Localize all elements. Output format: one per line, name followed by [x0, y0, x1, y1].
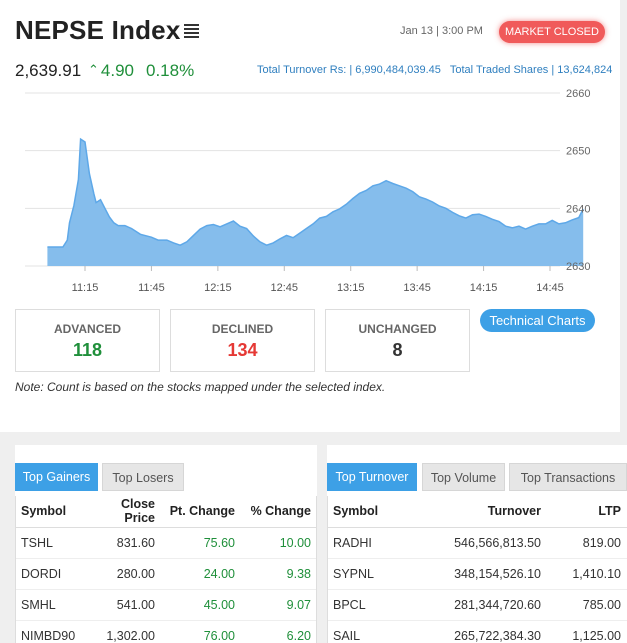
advanced-count: 118	[72, 340, 103, 360]
declined-stat: DECLINED 134	[170, 309, 315, 372]
index-percent-change: 0.18%	[146, 61, 195, 80]
column-header-symbol[interactable]: Symbol	[327, 496, 417, 528]
symbol-cell[interactable]: RADHI	[327, 527, 417, 559]
technical-charts-button[interactable]: Technical Charts	[480, 309, 595, 332]
chart-x-tick-labels: 11:15 11:45 12:15 12:45 13:15 13:45 14:15 14:45	[72, 266, 564, 294]
column-header-symbol[interactable]: Symbol	[15, 496, 83, 528]
ltp-cell: 819.00	[547, 527, 627, 559]
turnover-table: Symbol Turnover LTP RADHI 546,566,813.50…	[327, 496, 627, 643]
y-tick-label: 2630	[566, 261, 590, 273]
table-row[interactable]: NIMBD90 1,302.00 76.00 6.20	[15, 620, 317, 643]
advanced-label: ADVANCED	[53, 322, 122, 336]
y-tick-label: 2650	[566, 146, 590, 158]
hamburger-list-icon[interactable]	[184, 24, 199, 38]
total-turnover: Total Turnover Rs: | 6,990,484,039.45	[257, 64, 441, 76]
column-header-close-price[interactable]: Close Price	[83, 496, 161, 528]
declined-count: 134	[227, 340, 258, 360]
table-border-left	[327, 496, 328, 643]
tab-top-transactions[interactable]: Top Transactions	[509, 463, 627, 491]
turnover-cell: 281,344,720.60	[417, 589, 547, 621]
chart-y-tick-labels: 2660 2650 2640 2630	[566, 88, 590, 273]
x-tick-label: 13:15	[337, 282, 365, 294]
index-summary-card: NEPSE Index Jan 13 | 3:00 PM MARKET CLOS…	[0, 0, 620, 432]
ltp-cell: 1,410.10	[547, 558, 627, 590]
total-traded-shares: Total Traded Shares | 13,624,824	[449, 64, 613, 76]
symbol-cell[interactable]: SAIL	[327, 620, 417, 643]
index-intraday-chart[interactable]: 2660 2650 2640 2630 11:15 11:45 12:15 12:45 13:…	[0, 80, 620, 300]
table-header-row: Symbol Close Price Pt. Change % Change	[15, 496, 317, 528]
pct-change-cell: 9.07	[241, 589, 317, 621]
symbol-cell[interactable]: SYPNL	[327, 558, 417, 590]
turnover-cell: 265,722,384.30	[417, 620, 547, 643]
table-row[interactable]: TSHL 831.60 75.60 10.00	[15, 527, 317, 559]
pct-change-cell: 6.20	[241, 620, 317, 643]
x-tick-label: 12:15	[204, 282, 232, 294]
table-row[interactable]: SMHL 541.00 45.00 9.07	[15, 589, 317, 621]
table-header-row: Symbol Turnover LTP	[327, 496, 627, 528]
tab-top-turnover[interactable]: Top Turnover	[327, 463, 417, 491]
caret-up-icon: ⌃	[88, 62, 99, 77]
y-tick-label: 2640	[566, 203, 590, 215]
x-tick-label: 14:15	[470, 282, 498, 294]
symbol-cell[interactable]: TSHL	[15, 527, 83, 559]
table-row[interactable]: RADHI 546,566,813.50 819.00	[327, 527, 627, 559]
symbol-cell[interactable]: SMHL	[15, 589, 83, 621]
index-value: 2,639.91	[15, 61, 82, 80]
symbol-cell[interactable]: DORDI	[15, 558, 83, 590]
count-note: Note: Count is based on the stocks mappe…	[15, 380, 386, 394]
column-header-ltp[interactable]: LTP	[547, 496, 627, 528]
symbol-cell[interactable]: NIMBD90	[15, 620, 83, 643]
ltp-cell: 1,125.00	[547, 620, 627, 643]
pct-change-cell: 9.38	[241, 558, 317, 590]
pt-change-cell: 76.00	[161, 620, 241, 643]
turnover-cell: 348,154,526.10	[417, 558, 547, 590]
gainers-table: Symbol Close Price Pt. Change % Change T…	[15, 496, 317, 643]
unchanged-count: 8	[392, 340, 403, 360]
turnover-cell: 546,566,813.50	[417, 527, 547, 559]
table-row[interactable]: SYPNL 348,154,526.10 1,410.10	[327, 558, 627, 590]
close-price-cell: 831.60	[83, 527, 161, 559]
x-tick-label: 13:45	[403, 282, 431, 294]
close-price-cell: 280.00	[83, 558, 161, 590]
unchanged-stat: UNCHANGED 8	[325, 309, 470, 372]
table-row[interactable]: BPCL 281,344,720.60 785.00	[327, 589, 627, 621]
index-area-series	[47, 139, 584, 266]
table-row[interactable]: DORDI 280.00 24.00 9.38	[15, 558, 317, 590]
ltp-cell: 785.00	[547, 589, 627, 621]
tab-top-volume[interactable]: Top Volume	[422, 463, 505, 491]
gainers-losers-panel: Top Gainers Top Losers Symbol Close Pric…	[15, 445, 317, 643]
pt-change-cell: 45.00	[161, 589, 241, 621]
x-tick-label: 11:15	[72, 282, 99, 294]
x-tick-label: 12:45	[271, 282, 299, 294]
tab-top-losers[interactable]: Top Losers	[102, 463, 184, 491]
x-tick-label: 11:45	[138, 282, 165, 294]
unchanged-label: UNCHANGED	[358, 322, 437, 336]
pt-change-cell: 75.60	[161, 527, 241, 559]
advanced-stat: ADVANCED 118	[15, 309, 160, 372]
table-border-left	[15, 496, 16, 643]
index-line-series	[47, 137, 584, 248]
table-row[interactable]: SAIL 265,722,384.30 1,125.00	[327, 620, 627, 643]
column-header-pct-change[interactable]: % Change	[241, 496, 317, 528]
table-border-right	[316, 496, 317, 643]
turnover-volume-panel: Top Turnover Top Volume Top Transactions…	[327, 445, 627, 643]
symbol-cell[interactable]: BPCL	[327, 589, 417, 621]
turnover-summary: Total Turnover Rs: | 6,990,484,039.45 To…	[257, 64, 612, 76]
y-tick-label: 2660	[566, 88, 590, 100]
column-header-turnover[interactable]: Turnover	[417, 496, 547, 528]
index-change: ⌃ 4.90	[88, 61, 134, 81]
index-change-value: 4.90	[100, 61, 134, 80]
close-price-cell: 1,302.00	[83, 620, 161, 643]
pct-change-cell: 10.00	[241, 527, 317, 559]
close-price-cell: 541.00	[83, 589, 161, 621]
column-header-pt-change[interactable]: Pt. Change	[161, 496, 241, 528]
declined-label: DECLINED	[211, 322, 274, 336]
tab-top-gainers[interactable]: Top Gainers	[15, 463, 98, 491]
pt-change-cell: 24.00	[161, 558, 241, 590]
market-datetime: Jan 13 | 3:00 PM	[400, 25, 483, 37]
x-tick-label: 14:45	[536, 282, 564, 294]
page-title: NEPSE Index	[15, 15, 181, 45]
market-status-badge: MARKET CLOSED	[499, 21, 605, 43]
